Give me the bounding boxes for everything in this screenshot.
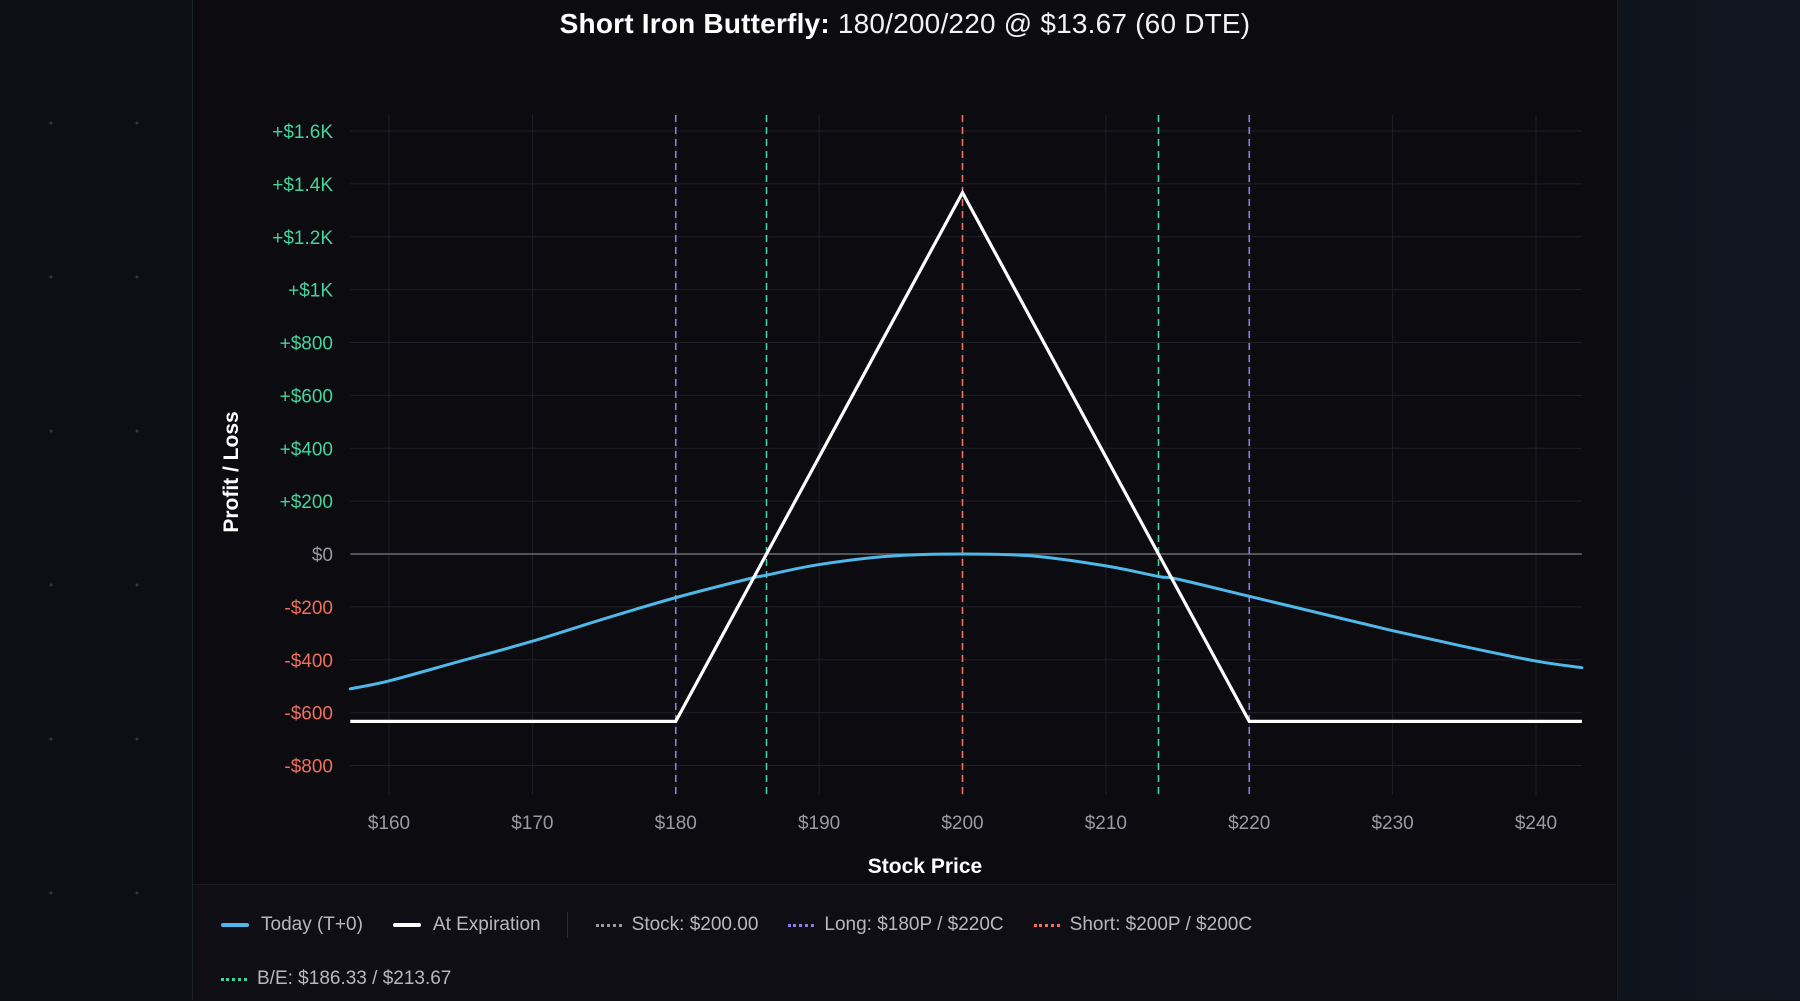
y-tick-label: +$1.2K bbox=[272, 228, 333, 249]
x-tick-label: $240 bbox=[1515, 813, 1557, 834]
x-tick-label: $210 bbox=[1085, 813, 1127, 834]
legend-item-expiration[interactable]: At Expiration bbox=[392, 914, 541, 936]
chart-panel: Short Iron Butterfly: 180/200/220 @ $13.6… bbox=[192, 0, 1618, 1000]
y-tick-label: -$600 bbox=[284, 704, 333, 725]
y-tick-label: +$1.6K bbox=[272, 122, 333, 143]
legend-item-stock[interactable]: Stock: $200.00 bbox=[595, 914, 759, 936]
y-axis-title: Profit / Loss bbox=[220, 411, 243, 532]
today-line-swatch-icon bbox=[221, 923, 249, 927]
expiration-pnl-line bbox=[350, 189, 1582, 723]
stock-dotted-swatch-icon bbox=[595, 923, 622, 927]
legend-label-short: Short: $200P / $200C bbox=[1069, 914, 1253, 935]
y-tick-label: +$800 bbox=[280, 334, 333, 355]
legend-row-2: B/E: $186.33 / $213.67 bbox=[221, 968, 481, 990]
y-tick-label: -$200 bbox=[284, 598, 333, 619]
y-tick-label: +$200 bbox=[280, 492, 333, 513]
y-tick-label: -$800 bbox=[284, 757, 333, 778]
x-tick-label: $180 bbox=[655, 813, 697, 834]
chart-title: Short Iron Butterfly: 180/200/220 @ $13.6… bbox=[193, 8, 1617, 40]
chart-title-strategy: Short Iron Butterfly: bbox=[559, 8, 830, 39]
x-tick-label: $220 bbox=[1228, 813, 1270, 834]
long-dotted-swatch-icon bbox=[788, 923, 815, 927]
pnl-chart: $160 $170 $180 $190 $200 $210 $220 $230 $240 +$1.… bbox=[220, 115, 1584, 878]
short-dotted-swatch-icon bbox=[1033, 923, 1060, 927]
legend-item-long[interactable]: Long: $180P / $220C bbox=[788, 914, 1004, 936]
chart-title-details: 180/200/220 @ $13.67 (60 DTE) bbox=[837, 8, 1251, 39]
background-side-panel bbox=[1615, 0, 1800, 1000]
legend-label-today: Today (T+0) bbox=[261, 914, 363, 935]
breakeven-dotted-swatch-icon bbox=[221, 977, 247, 981]
x-tick-label: $170 bbox=[511, 813, 553, 834]
legend: Today (T+0) At Expiration Stock: $200.00… bbox=[193, 884, 1616, 1001]
legend-row-1: Today (T+0) At Expiration Stock: $200.00… bbox=[221, 912, 1282, 938]
legend-label-breakeven: B/E: $186.33 / $213.67 bbox=[257, 968, 452, 989]
x-tick-label: $200 bbox=[941, 813, 983, 834]
today-pnl-curve bbox=[348, 552, 1584, 691]
legend-label-stock: Stock: $200.00 bbox=[631, 914, 759, 935]
y-tick-label: $0 bbox=[312, 545, 333, 566]
legend-label-long: Long: $180P / $220C bbox=[824, 914, 1004, 935]
expiration-line-swatch-icon bbox=[392, 923, 421, 927]
y-tick-label: +$400 bbox=[280, 439, 333, 460]
legend-item-short[interactable]: Short: $200P / $200C bbox=[1033, 914, 1253, 936]
legend-item-today[interactable]: Today (T+0) bbox=[221, 914, 363, 936]
legend-label-expiration: At Expiration bbox=[432, 914, 541, 935]
x-tick-label: $190 bbox=[798, 813, 840, 834]
legend-divider bbox=[566, 912, 568, 938]
x-tick-label: $230 bbox=[1371, 813, 1413, 834]
legend-item-breakeven[interactable]: B/E: $186.33 / $213.67 bbox=[221, 968, 451, 990]
y-tick-label: +$600 bbox=[280, 386, 333, 407]
y-tick-label: -$400 bbox=[284, 651, 333, 672]
y-tick-label: +$1.4K bbox=[272, 175, 333, 196]
y-tick-label: +$1K bbox=[288, 281, 333, 302]
x-tick-label: $160 bbox=[368, 813, 410, 834]
x-axis-title: Stock Price bbox=[868, 855, 982, 878]
